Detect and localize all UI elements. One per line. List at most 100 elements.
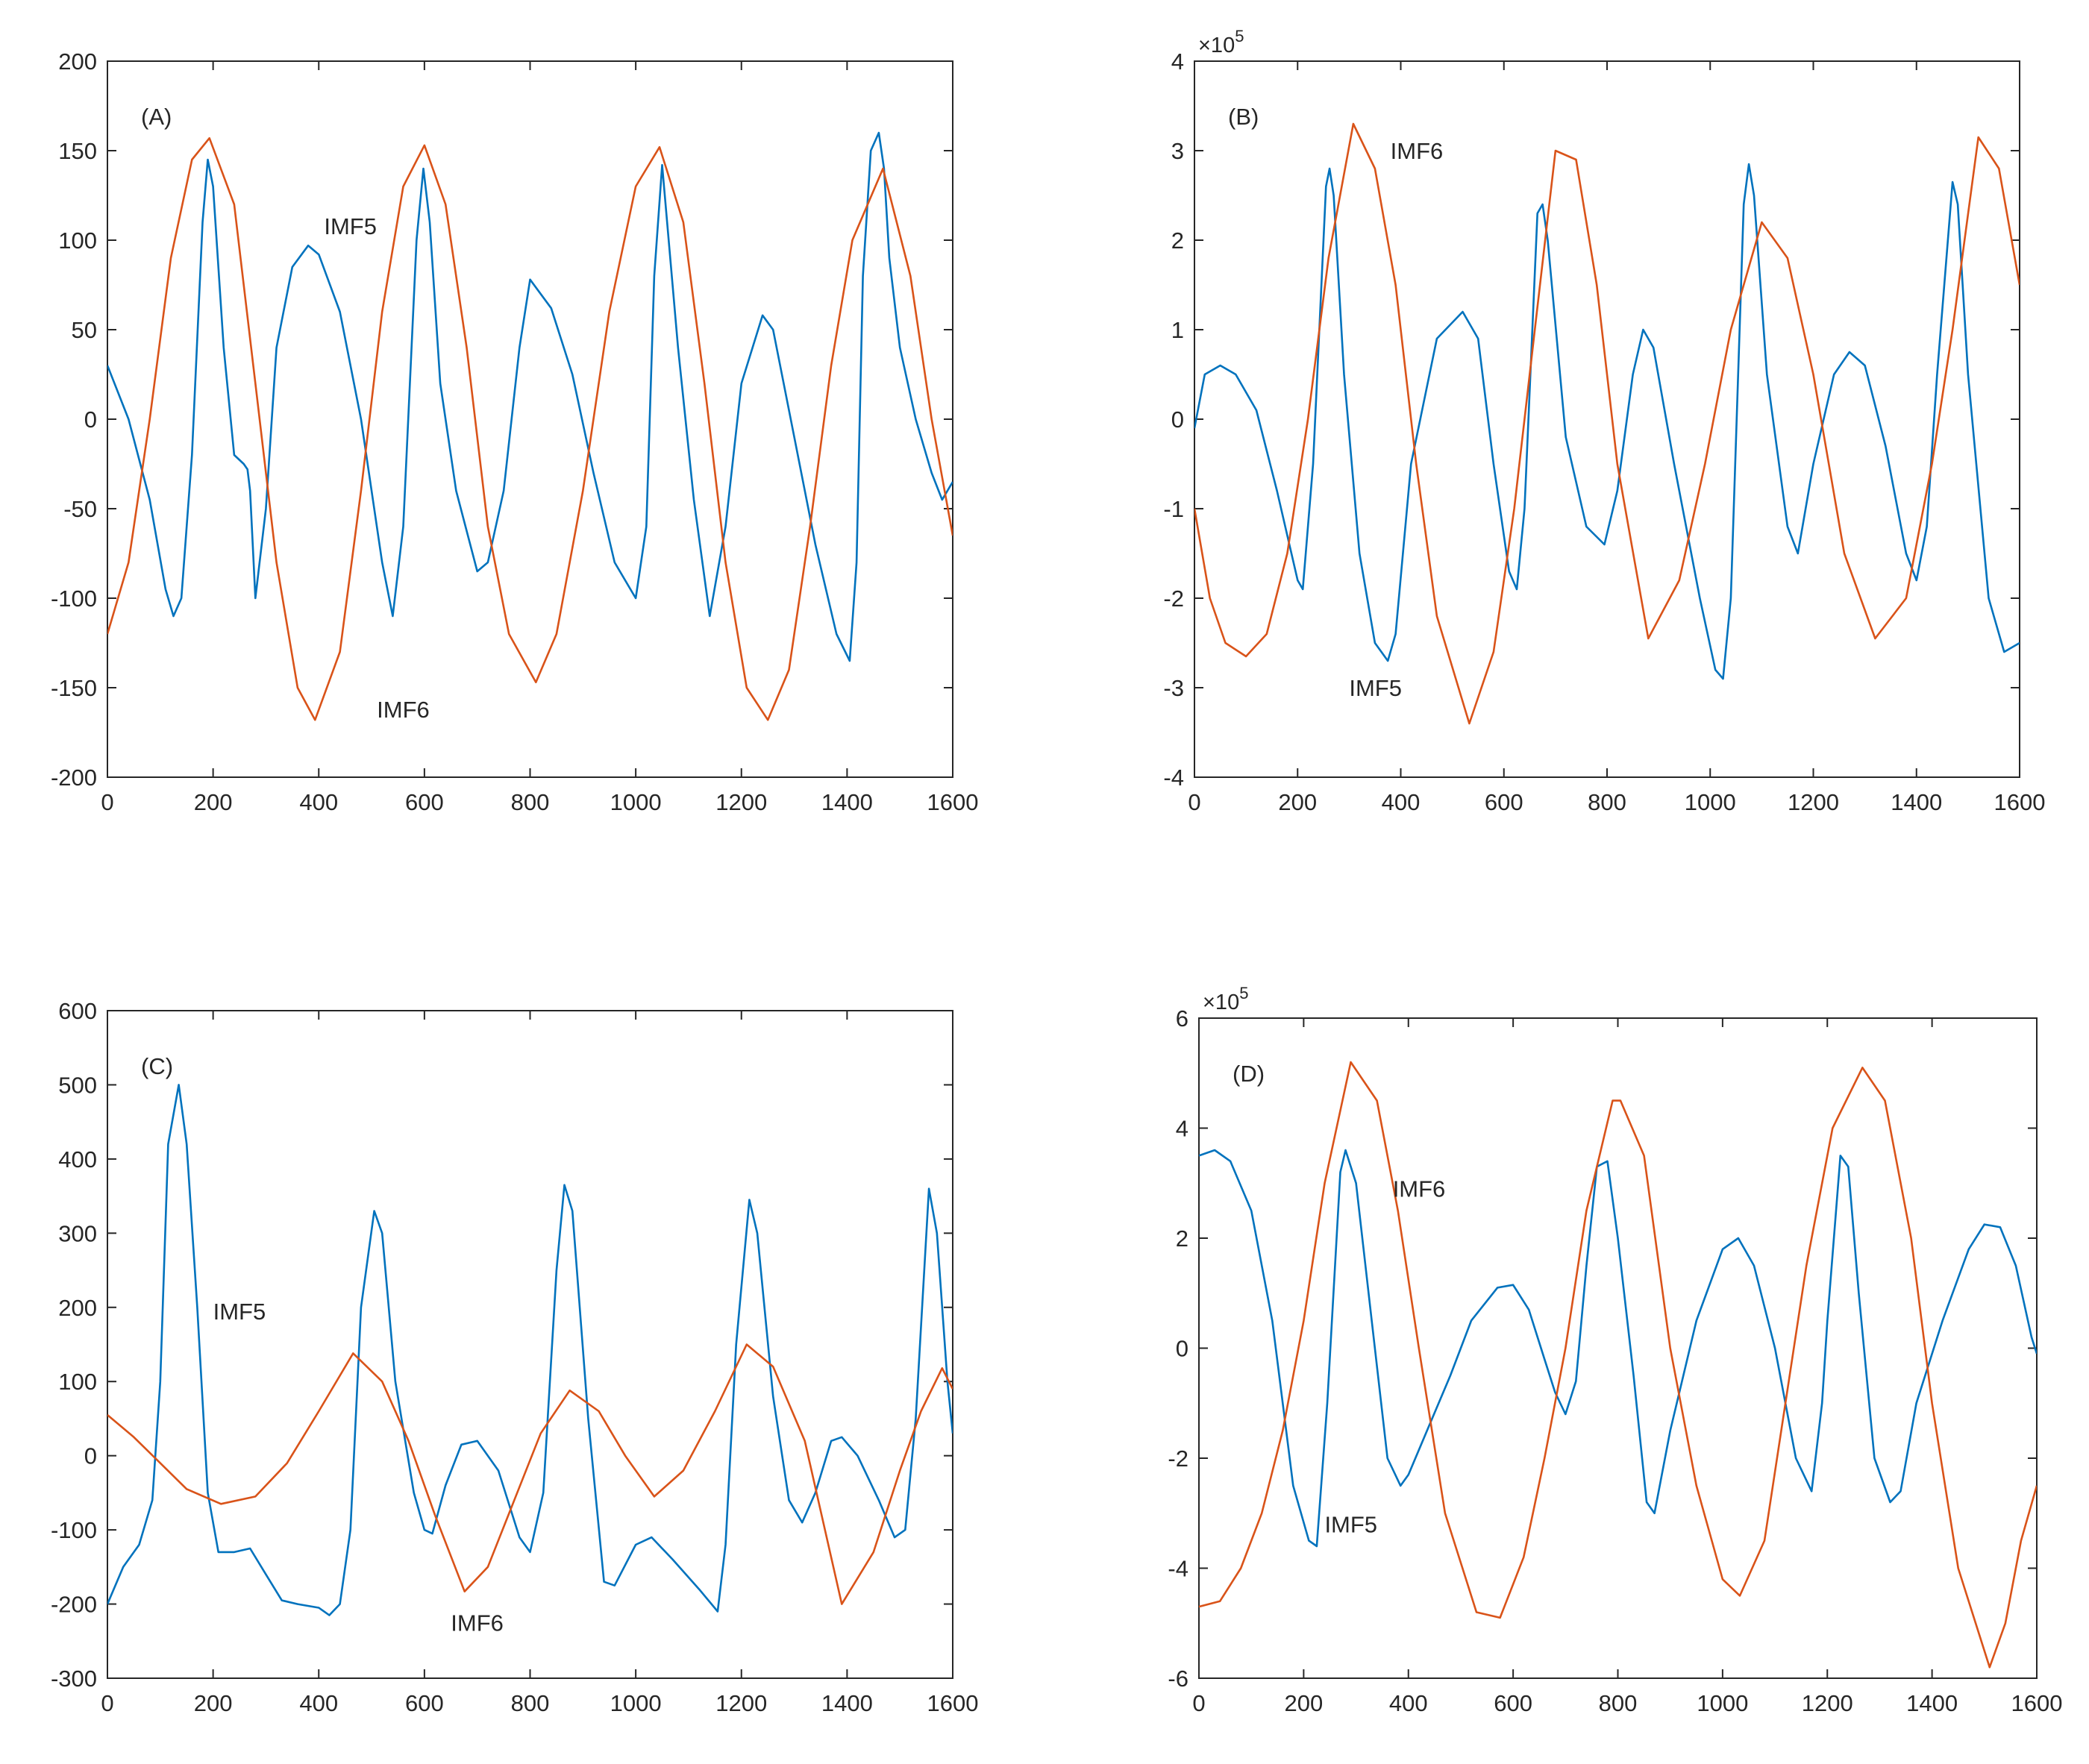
y-tick-label: 500	[58, 1072, 97, 1098]
y-tick-label: 50	[72, 317, 97, 343]
x-tick-label: 1400	[821, 789, 873, 815]
axes-box	[1194, 60, 2020, 778]
series-annotation: IMF5	[213, 1299, 266, 1325]
chart-panel-3: 0 200 400 600 800 1000 1200 1400 1600-300-200-10…	[51, 998, 979, 1716]
x-tick-label: 1200	[715, 1690, 767, 1716]
x-tick-label: 1600	[927, 789, 979, 815]
x-tick-label: 600	[405, 789, 444, 815]
x-tick-label: 400	[1382, 789, 1421, 815]
series-annotation: IMF5	[1349, 675, 1402, 701]
y-tick-label: 150	[58, 138, 97, 164]
x-tick-label: 1200	[715, 789, 767, 815]
exponent-value: 5	[1235, 27, 1244, 45]
x-tick-label: 800	[1588, 789, 1626, 815]
series-line-imf5	[1194, 163, 2020, 680]
x-tick-label: 400	[1389, 1690, 1428, 1716]
x-tick-label: 800	[511, 789, 550, 815]
x-tick-label: 600	[1494, 1690, 1532, 1716]
series-annotation: IMF6	[377, 697, 430, 723]
series-annotation: IMF5	[324, 213, 377, 239]
x-tick-label: 400	[299, 1690, 338, 1716]
y-tick-label: 4	[1176, 1116, 1188, 1142]
y-tick-label: 4	[1171, 48, 1184, 75]
x-tick-label: 1400	[821, 1690, 873, 1716]
x-tick-label: 1400	[1891, 789, 1942, 815]
x-tick-label: 1600	[927, 1690, 979, 1716]
x-tick-label: 600	[1485, 789, 1523, 815]
x-tick-label: 1200	[1788, 789, 1839, 815]
series-line-imf5	[107, 131, 953, 662]
y-tick-label: 0	[84, 407, 97, 433]
x-tick-label: 1000	[610, 789, 662, 815]
y-tick-label: -100	[51, 1517, 97, 1543]
series-line-imf6	[107, 1343, 953, 1605]
y-tick-label: -3	[1163, 675, 1184, 701]
y-tick-label: 0	[84, 1443, 97, 1469]
y-tick-label: 2	[1176, 1225, 1188, 1252]
y-tick-label: 2	[1171, 227, 1184, 254]
x-tick-label: 600	[405, 1690, 444, 1716]
y-tick-label: -4	[1168, 1556, 1188, 1582]
y-tick-label: -200	[51, 1592, 97, 1618]
series-annotation: IMF6	[1393, 1176, 1446, 1202]
exponent-value: 5	[1239, 984, 1248, 1002]
x-tick-label: 0	[101, 789, 113, 815]
x-tick-label: 0	[101, 1690, 113, 1716]
y-tick-label: 200	[58, 1295, 97, 1321]
series-annotation: IMF6	[1391, 138, 1444, 164]
y-tick-label: -6	[1168, 1666, 1188, 1692]
y-tick-label: 400	[58, 1146, 97, 1173]
series-annotation: IMF5	[1324, 1512, 1377, 1538]
x-tick-label: 1000	[610, 1690, 662, 1716]
y-tick-label: 100	[58, 227, 97, 254]
y-tick-label: -2	[1168, 1446, 1188, 1472]
x-tick-label: 0	[1188, 789, 1200, 815]
y-exponent-label: ×105	[1198, 27, 1244, 57]
y-tick-label: -150	[51, 675, 97, 701]
y-tick-label: 300	[58, 1220, 97, 1246]
x-tick-label: 400	[299, 789, 338, 815]
x-tick-label: 800	[511, 1690, 550, 1716]
y-tick-label: -100	[51, 586, 97, 612]
series-annotation: IMF6	[451, 1610, 504, 1636]
panel-label: (A)	[141, 104, 172, 130]
panel-label: (C)	[141, 1053, 173, 1079]
x-tick-label: 1400	[1906, 1690, 1958, 1716]
x-tick-label: 1600	[1994, 789, 2046, 815]
chart-panel-1: 0 200 400 600 800 1000 1200 1400 1600-200-150-10…	[51, 48, 979, 815]
y-tick-label: 100	[58, 1369, 97, 1395]
series-line-imf6	[1199, 1061, 2037, 1669]
y-tick-label: 1	[1171, 317, 1184, 343]
chart-panel-4: 0 200 400 600 800 1000 1200 1400 1600 -6 -4 -2 0 2 4 6 ×…	[1168, 984, 2062, 1716]
y-tick-label: 0	[1176, 1336, 1188, 1362]
series-line-imf6	[107, 136, 953, 721]
y-tick-label: -4	[1163, 765, 1184, 791]
x-tick-label: 200	[194, 789, 233, 815]
panel-label: (B)	[1228, 104, 1259, 130]
y-tick-label: 600	[58, 998, 97, 1024]
x-tick-label: 1000	[1697, 1690, 1748, 1716]
x-tick-label: 200	[194, 1690, 233, 1716]
x-tick-label: 800	[1599, 1690, 1638, 1716]
x-tick-label: 200	[1278, 789, 1317, 815]
series-line-imf5	[1199, 1149, 2037, 1548]
series-line-imf5	[107, 1084, 953, 1616]
y-tick-label: -300	[51, 1666, 97, 1692]
panel-label: (D)	[1233, 1061, 1265, 1087]
x-tick-label: 1600	[2011, 1690, 2063, 1716]
x-tick-label: 1200	[1802, 1690, 1853, 1716]
y-tick-label: -1	[1163, 496, 1184, 522]
x-tick-label: 0	[1192, 1690, 1205, 1716]
y-exponent-label: ×105	[1203, 984, 1248, 1014]
y-tick-label: 0	[1171, 407, 1184, 433]
axes-box	[107, 60, 953, 778]
y-tick-label: 6	[1176, 1005, 1188, 1032]
y-tick-label: 200	[58, 48, 97, 75]
series-line-imf6	[1194, 122, 2020, 725]
axes-box	[107, 1010, 953, 1679]
x-tick-label: 200	[1285, 1690, 1324, 1716]
y-tick-label: -2	[1163, 586, 1184, 612]
axes-box	[1198, 1017, 2038, 1679]
x-tick-label: 1000	[1685, 789, 1736, 815]
